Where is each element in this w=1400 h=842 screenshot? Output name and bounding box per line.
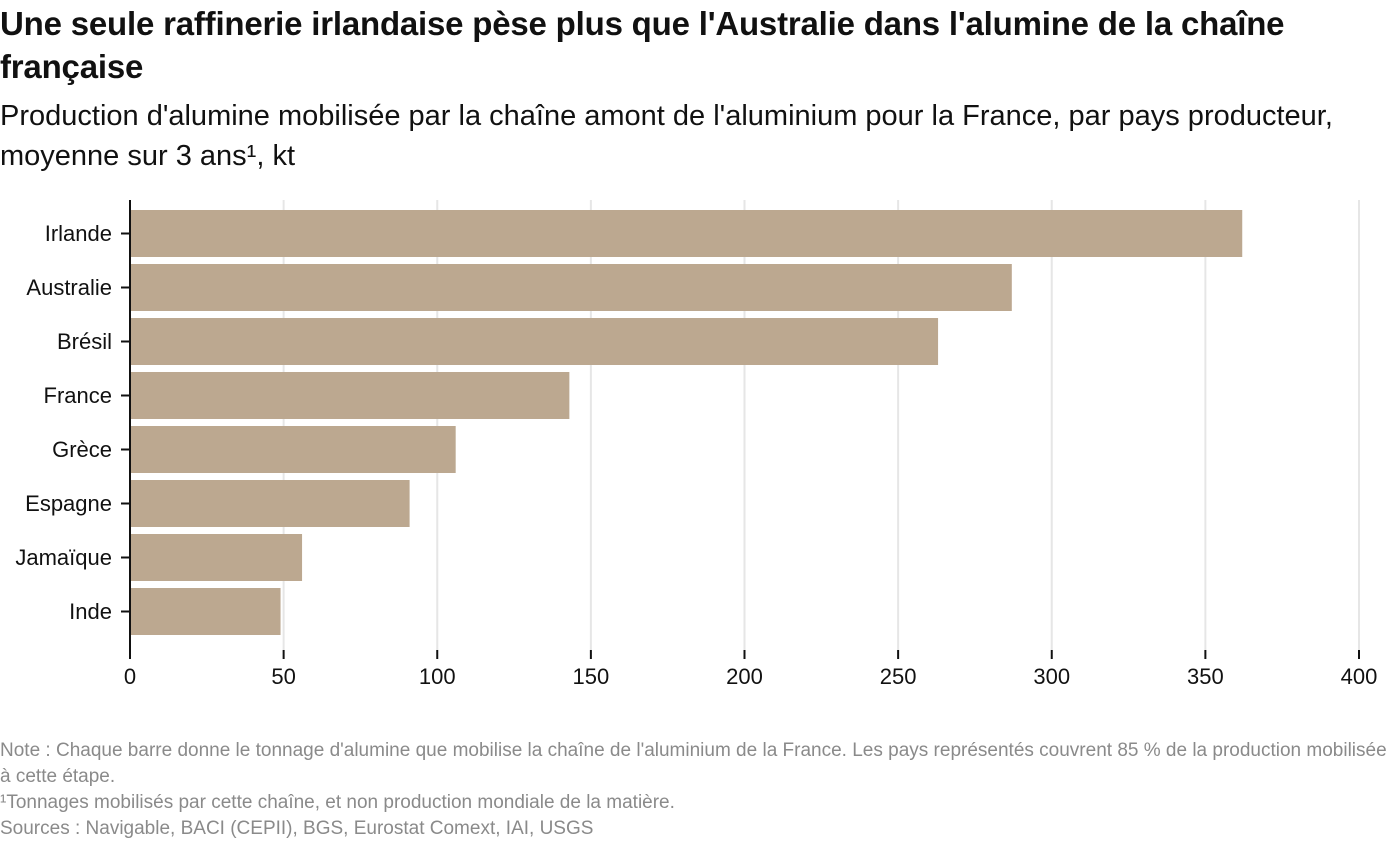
y-tick-label: Irlande [45,221,112,246]
chart-note: Note : Chaque barre donne le tonnage d'a… [0,740,1387,787]
bar-espagne [130,480,410,527]
x-tick-label: 150 [573,664,610,689]
y-tick-label: Espagne [25,491,112,516]
chart-subtitle: Production d'alumine mobilisée par la ch… [0,96,1380,176]
bar-brésil [130,318,939,365]
subtitle-unit: , kt [256,140,295,172]
bar-irlande [130,210,1243,257]
chart-footer: Note : Chaque barre donne le tonnage d'a… [0,738,1390,842]
chart-sources: Sources : Navigable, BACI (CEPII), BGS, … [0,818,594,839]
y-tick-label: Grèce [52,437,112,462]
x-tick-label: 300 [1033,664,1070,689]
x-tick-label: 50 [271,664,295,689]
subtitle-footnote-mark: ¹ [246,140,257,172]
x-tick-label: 400 [1341,664,1378,689]
x-tick-label: 0 [124,664,136,689]
y-tick-label: Brésil [57,329,112,354]
bar-jamaïque [130,534,303,581]
x-tick-label: 350 [1187,664,1224,689]
y-tick-label: Inde [69,599,112,624]
bar-chart: Irlande Australie Brésil France Grèce Espagne… [15,200,1378,689]
x-tick-label: 250 [880,664,917,689]
x-tick-label: 200 [726,664,763,689]
chart-title: Une seule raffinerie irlandaise pèse plu… [0,5,1285,85]
y-tick-label: Jamaïque [15,545,112,570]
y-tick-label: Australie [26,275,112,300]
bar-grèce [130,426,456,473]
bar-inde [130,588,281,635]
bar-australie [130,264,1012,311]
subtitle-main: Production d'alumine mobilisée par la ch… [0,100,1333,172]
y-tick-label: France [44,383,112,408]
bar-france [130,372,570,419]
chart-footnote: ¹Tonnages mobilisés par cette chaîne, et… [0,792,675,813]
x-tick-label: 100 [419,664,456,689]
